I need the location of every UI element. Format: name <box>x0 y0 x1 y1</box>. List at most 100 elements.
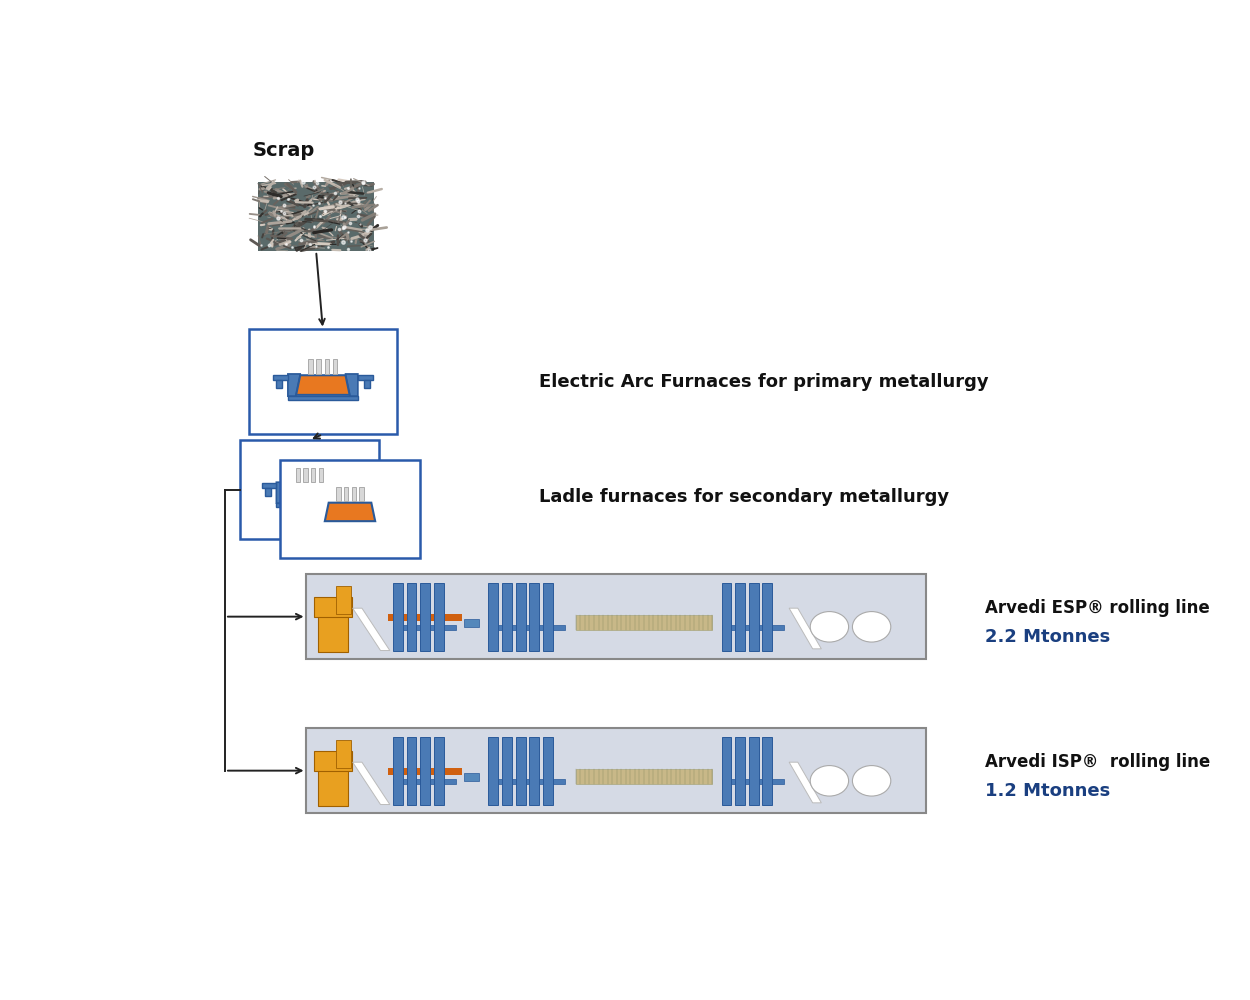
Polygon shape <box>789 762 821 803</box>
Bar <box>306 728 926 813</box>
Polygon shape <box>288 374 300 396</box>
Bar <box>302 502 318 508</box>
Bar <box>420 737 430 805</box>
Polygon shape <box>371 501 382 522</box>
Bar <box>295 468 300 482</box>
Bar <box>542 737 552 805</box>
Bar <box>304 468 308 482</box>
Bar <box>464 773 479 781</box>
Bar <box>258 182 374 251</box>
Polygon shape <box>789 608 821 649</box>
Bar <box>342 483 356 488</box>
Text: Scrap: Scrap <box>253 141 315 160</box>
Bar <box>392 625 455 630</box>
Bar <box>434 583 444 651</box>
Bar <box>318 522 382 526</box>
Bar <box>489 779 565 784</box>
Bar <box>348 488 354 496</box>
Bar <box>357 375 372 380</box>
Polygon shape <box>318 501 329 522</box>
Bar <box>306 574 926 659</box>
Circle shape <box>853 766 891 796</box>
Text: 2.2 Mtonnes: 2.2 Mtonnes <box>985 628 1110 646</box>
Bar <box>762 737 772 805</box>
Polygon shape <box>330 482 342 503</box>
Polygon shape <box>296 375 350 395</box>
Bar <box>420 583 430 651</box>
Bar <box>576 769 712 784</box>
Bar <box>749 583 759 651</box>
Bar <box>319 468 322 482</box>
Bar <box>265 488 271 496</box>
Text: Arvedi ISP®  rolling line: Arvedi ISP® rolling line <box>985 753 1210 771</box>
Bar <box>351 487 356 501</box>
Polygon shape <box>325 503 375 521</box>
Bar <box>503 737 512 805</box>
Bar <box>749 737 759 805</box>
Bar <box>382 502 398 508</box>
Bar <box>762 583 772 651</box>
Text: 1.2 Mtonnes: 1.2 Mtonnes <box>985 782 1110 800</box>
Bar <box>434 737 444 805</box>
Bar <box>262 483 276 488</box>
Bar <box>332 359 338 374</box>
Text: Electric Arc Furnaces for primary metallurgy: Electric Arc Furnaces for primary metall… <box>539 373 989 391</box>
Bar <box>529 737 539 805</box>
Bar <box>249 329 398 434</box>
Bar <box>309 359 312 374</box>
Bar <box>721 625 784 630</box>
Bar <box>406 737 416 805</box>
Bar <box>464 619 479 627</box>
Text: Arvedi ESP® rolling line: Arvedi ESP® rolling line <box>985 599 1209 617</box>
Bar <box>314 597 352 617</box>
Bar <box>336 586 351 614</box>
Bar <box>489 583 499 651</box>
Bar <box>542 583 552 651</box>
Bar <box>489 625 565 630</box>
Bar <box>392 779 455 784</box>
Bar <box>735 737 745 805</box>
Bar <box>314 751 352 771</box>
Bar <box>721 779 784 784</box>
Bar <box>288 396 357 400</box>
Bar <box>318 761 348 806</box>
Text: Ladle furnaces for secondary metallurgy: Ladle furnaces for secondary metallurgy <box>539 488 949 506</box>
Bar <box>735 583 745 651</box>
Bar <box>305 508 311 515</box>
Bar <box>721 737 731 805</box>
Bar <box>503 583 512 651</box>
Circle shape <box>810 766 849 796</box>
Bar <box>721 583 731 651</box>
Bar <box>360 487 364 501</box>
Polygon shape <box>352 762 390 805</box>
Bar <box>336 487 340 501</box>
Bar <box>389 508 395 515</box>
Polygon shape <box>276 482 288 503</box>
Bar <box>316 359 321 374</box>
Bar <box>318 607 348 652</box>
Bar <box>516 737 525 805</box>
Bar <box>516 583 525 651</box>
Bar <box>311 468 315 482</box>
Circle shape <box>810 612 849 642</box>
Polygon shape <box>345 374 358 396</box>
Bar <box>576 615 712 630</box>
Bar <box>529 583 539 651</box>
Bar <box>392 737 402 805</box>
Circle shape <box>853 612 891 642</box>
Bar <box>276 503 342 507</box>
Bar <box>325 359 329 374</box>
Bar <box>388 614 462 621</box>
Bar <box>272 375 288 380</box>
Bar <box>364 380 370 388</box>
Bar <box>392 583 402 651</box>
Bar <box>344 487 349 501</box>
Polygon shape <box>284 483 335 502</box>
Polygon shape <box>352 608 390 651</box>
Bar <box>280 460 420 558</box>
Bar <box>388 768 462 775</box>
Bar <box>275 380 282 388</box>
Bar <box>336 740 351 768</box>
Bar <box>240 440 379 539</box>
Bar <box>406 583 416 651</box>
